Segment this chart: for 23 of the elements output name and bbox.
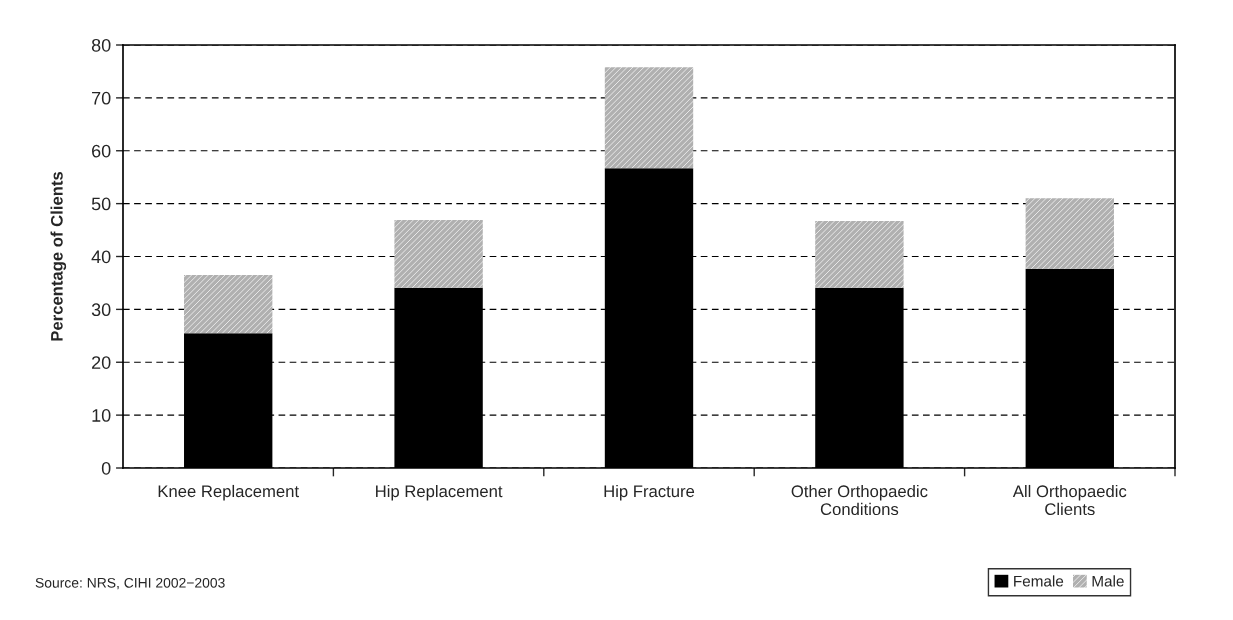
x-tick-label: All Orthopaedic Clients	[1012, 484, 1127, 516]
legend-label: Male	[1092, 575, 1124, 587]
bar	[394, 220, 483, 288]
y-tick-label: 20	[92, 356, 111, 369]
bar	[815, 221, 904, 288]
x-tick-label: Hip Fracture	[604, 484, 695, 501]
y-tick-label: 80	[91, 38, 111, 52]
x-tick-label: Hip Replacement	[376, 484, 503, 501]
bar	[604, 67, 694, 169]
y-tick-label: 60	[92, 144, 111, 158]
x-tick-label: Other Orthopaedic Conditions	[791, 484, 928, 516]
y-tick-label: 50	[91, 197, 111, 211]
y-tick-label: 0	[101, 461, 111, 475]
y-tick-label: 40	[91, 250, 111, 264]
y-tick-label: 10	[92, 409, 111, 422]
source-note: Source: NRS, CIHI 2002−2003	[35, 577, 225, 590]
bar	[1025, 198, 1114, 269]
y-tick-label: 70	[92, 91, 111, 105]
bar	[184, 275, 273, 334]
x-tick-label: Knee Replacement	[158, 484, 299, 501]
y-tick-label: 30	[91, 303, 111, 317]
y-axis-title: Percentage of Clients	[50, 171, 67, 341]
legend-label: Female	[1014, 575, 1064, 587]
